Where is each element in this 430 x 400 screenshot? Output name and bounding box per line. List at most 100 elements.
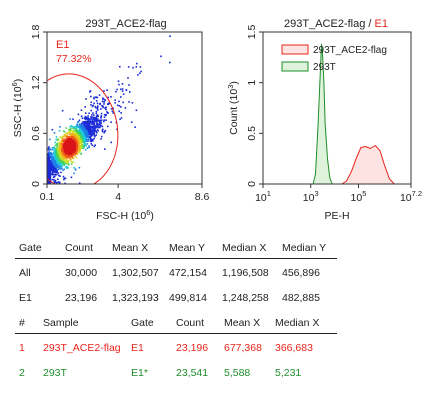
scatter-point — [96, 106, 99, 109]
scatter-point — [93, 145, 96, 148]
scatter-point — [62, 160, 64, 162]
scatter-point — [112, 112, 114, 114]
scatter-point — [92, 112, 94, 114]
scatter-point — [90, 101, 93, 104]
scatter-point — [52, 147, 55, 150]
scatter-point — [68, 136, 71, 138]
scatter-point — [98, 121, 101, 123]
scatter-point — [49, 177, 51, 180]
scatter-point — [72, 157, 74, 159]
scatter-point — [56, 182, 58, 184]
scatter-point — [118, 110, 120, 113]
scatter-point — [80, 109, 83, 111]
scatter-point — [100, 108, 102, 110]
scatter-point — [85, 122, 87, 125]
scatter-point — [58, 142, 61, 144]
scatter-point — [93, 116, 95, 119]
scatter-point — [63, 131, 66, 133]
scatter-point — [89, 133, 92, 136]
scatter-point — [53, 132, 56, 134]
scatter-point — [124, 107, 127, 109]
scatter-point — [49, 179, 52, 181]
scatter-point — [74, 127, 76, 129]
scatter-point — [119, 88, 122, 91]
histogram-y-tick-label: 1 — [246, 80, 258, 86]
scatter-point — [114, 99, 116, 101]
scatter-point — [125, 89, 128, 91]
scatter-point — [55, 159, 58, 161]
scatter-point — [71, 155, 73, 158]
scatter-point — [111, 110, 114, 113]
scatter-point — [67, 161, 70, 163]
scatter-point — [68, 129, 71, 132]
scatter-point — [74, 135, 76, 137]
histogram-x-tick-label: 105 — [351, 189, 367, 204]
scatter-point — [97, 115, 99, 117]
scatter-point — [99, 122, 101, 124]
scatter-point — [91, 119, 93, 121]
scatter-point — [95, 100, 98, 102]
scatter-point — [54, 155, 57, 158]
scatter-point — [82, 121, 84, 123]
scatter-point — [71, 154, 74, 156]
scatter-point — [96, 107, 98, 110]
scatter-point — [78, 145, 80, 148]
scatter-point — [79, 127, 82, 129]
scatter-point — [68, 138, 70, 140]
scatter-point — [48, 158, 51, 161]
scatter-point — [53, 175, 56, 178]
scatter-point — [72, 131, 74, 133]
scatter-point — [67, 137, 69, 140]
scatter-points — [47, 35, 171, 184]
scatter-point — [63, 178, 65, 181]
gate-header-divider — [15, 258, 337, 259]
sample-row-2-index: 2 — [19, 367, 25, 379]
scatter-point — [97, 126, 100, 129]
scatter-point — [90, 104, 92, 106]
scatter-point — [48, 162, 50, 164]
histogram-y-tick-label: 0.5 — [246, 126, 258, 141]
gate-row-e1-medianx: 1,248,258 — [222, 292, 269, 304]
scatter-point — [54, 151, 57, 153]
scatter-point — [82, 136, 84, 138]
sample-row-2-gate: E1* — [131, 367, 148, 379]
histogram-legend: 293T_ACE2-flag 293T — [281, 44, 387, 73]
gate-row-e1-meanx: 1,323,193 — [112, 292, 159, 304]
scatter-point — [56, 154, 59, 156]
scatter-point — [122, 93, 125, 95]
scatter-point — [85, 137, 88, 140]
gate-row-e1-meany: 499,814 — [169, 292, 207, 304]
scatter-point — [129, 91, 131, 93]
scatter-point — [80, 124, 83, 127]
scatter-x-tick-label: 8.6 — [195, 191, 210, 203]
scatter-point — [84, 134, 86, 136]
scatter-point — [106, 112, 109, 114]
gate-header-gate: Gate — [19, 242, 42, 254]
scatter-point — [137, 74, 139, 76]
scatter-point — [81, 137, 84, 140]
scatter-point — [64, 133, 66, 136]
scatter-point — [86, 139, 89, 141]
scatter-point — [139, 72, 141, 74]
scatter-point — [99, 123, 101, 126]
scatter-point — [114, 102, 116, 104]
gate-row-e1-gate: E1 — [19, 292, 32, 304]
scatter-point — [79, 150, 81, 152]
histogram-y-tick-label: 0 — [246, 181, 258, 187]
scatter-point — [56, 156, 59, 159]
scatter-point — [82, 147, 85, 150]
scatter-point — [61, 109, 64, 112]
scatter-point — [52, 167, 54, 170]
scatter-point — [72, 157, 75, 160]
scatter-point — [55, 170, 57, 172]
scatter-point — [78, 166, 81, 169]
scatter-point — [56, 139, 59, 141]
scatter-point — [101, 100, 104, 103]
scatter-point — [71, 125, 73, 128]
sample-row-1-meanx: 677,368 — [224, 342, 262, 354]
scatter-point — [60, 171, 62, 174]
scatter-point — [65, 166, 67, 168]
scatter-point — [103, 131, 106, 134]
scatter-point — [53, 159, 56, 161]
scatter-point — [97, 105, 99, 107]
